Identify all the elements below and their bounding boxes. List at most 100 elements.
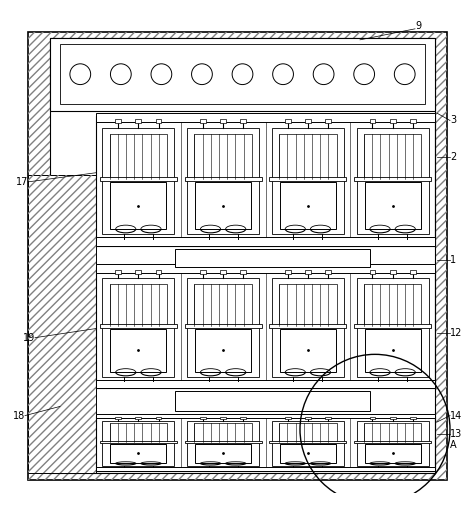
Bar [220,270,226,274]
Bar [115,417,121,419]
Bar [280,182,336,229]
Bar [102,128,174,234]
Text: 19: 19 [23,333,35,342]
Bar [305,270,311,274]
Bar [195,443,251,464]
Text: 13: 13 [450,429,462,439]
Bar [364,182,421,229]
Bar [135,270,141,274]
Bar [135,417,141,419]
Bar [96,267,435,388]
Text: A: A [450,440,456,450]
Bar [305,119,311,124]
Bar [364,284,421,325]
Bar [272,278,344,377]
Bar [100,177,177,181]
Bar [357,278,429,377]
Bar [410,417,416,419]
Bar [240,270,246,274]
Bar [110,423,167,442]
Bar [410,119,416,124]
Circle shape [394,64,415,84]
Bar [354,177,431,181]
Bar [50,38,435,473]
Bar [175,391,370,411]
Bar [390,270,396,274]
Bar [390,417,396,419]
Bar [364,134,421,179]
Circle shape [313,64,334,84]
Bar [110,284,167,325]
Bar [28,32,447,480]
Bar [357,128,429,234]
Circle shape [70,64,91,84]
Bar [110,443,167,464]
Bar [195,329,251,372]
Bar [272,128,344,234]
Bar [285,270,291,274]
Bar [96,380,435,388]
Bar [187,278,259,377]
Bar [100,323,177,328]
Text: 9: 9 [415,21,421,31]
Bar [156,119,161,124]
Text: 1: 1 [450,255,456,265]
Bar [185,177,261,181]
Bar [200,119,206,124]
Circle shape [232,64,253,84]
Bar [220,119,226,124]
Circle shape [110,64,131,84]
Bar [364,329,421,372]
Bar [110,329,167,372]
Bar [187,128,259,234]
Bar [194,134,252,179]
Bar [325,417,331,419]
Bar [364,423,421,442]
Bar [279,284,337,325]
Bar [200,417,206,419]
Bar [28,176,96,473]
Bar [96,264,435,272]
Circle shape [273,64,294,84]
Bar [354,323,431,328]
Bar [187,421,259,466]
Bar [96,237,435,246]
Circle shape [151,64,172,84]
Bar [102,278,174,377]
Bar [325,270,331,274]
Bar [96,113,435,122]
Bar [305,417,311,419]
Bar [156,417,161,419]
Bar [279,423,337,442]
Bar [364,443,421,464]
Bar [279,134,337,179]
Bar [135,119,141,124]
Bar [100,441,177,443]
Bar [185,441,261,443]
Bar [194,284,252,325]
Bar [200,270,206,274]
Bar [280,329,336,372]
Bar [115,270,121,274]
Bar [370,119,375,124]
Bar [410,270,416,274]
Bar [240,119,246,124]
Bar [194,423,252,442]
Circle shape [192,64,212,84]
Bar [60,44,425,104]
Text: 12: 12 [450,328,463,338]
Bar [390,119,396,124]
Bar [220,417,226,419]
Text: 17: 17 [16,177,28,187]
Bar [115,119,121,124]
Bar [325,119,331,124]
Bar [285,119,291,124]
Bar [102,421,174,466]
Bar [270,177,346,181]
Bar [28,32,447,480]
Bar [28,176,96,473]
Bar [195,182,251,229]
Bar [354,441,431,443]
Circle shape [354,64,375,84]
Bar [50,38,435,111]
